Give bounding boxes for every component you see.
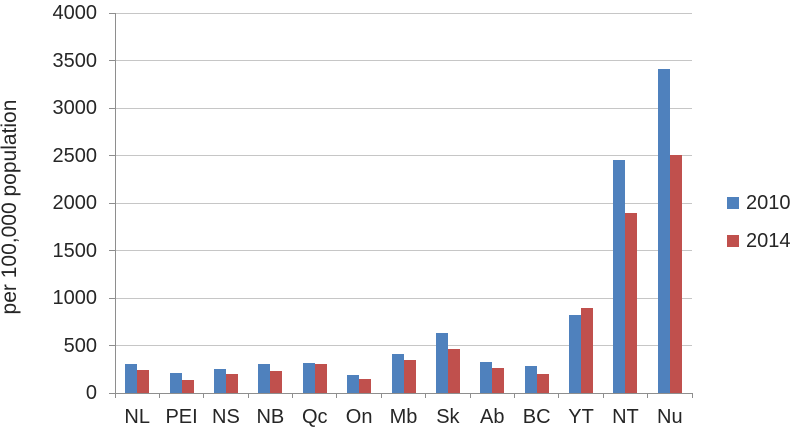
x-tick-label-NL: NL xyxy=(124,406,150,428)
gridline-2500 xyxy=(115,155,692,156)
y-tick-mark-1500 xyxy=(109,250,115,251)
x-tick-label-Nu: Nu xyxy=(657,406,683,428)
gridline-500 xyxy=(115,345,692,346)
x-tick-mark-0 xyxy=(114,393,116,398)
x-tick-label-On: On xyxy=(345,406,373,428)
x-tick-label-BC: BC xyxy=(522,406,551,428)
gridline-2000 xyxy=(115,202,692,204)
bar-2010-Nu xyxy=(658,69,670,393)
legend-label-2014: 2014 xyxy=(746,230,791,252)
y-tick-mark-2000 xyxy=(109,202,115,204)
gridline-3500 xyxy=(115,60,692,61)
y-tick-label-500: 500 xyxy=(63,334,97,357)
bar-2014-BC xyxy=(537,374,549,393)
y-tick-mark-0 xyxy=(109,392,115,394)
legend-item-2014: 2014 xyxy=(727,231,791,251)
x-tick-mark-8 xyxy=(469,393,471,398)
y-tick-label-2500: 2500 xyxy=(52,144,98,167)
bar-2014-NS xyxy=(226,374,238,393)
x-tick-mark-13 xyxy=(691,393,693,398)
x-tick-label-PEI: PEI xyxy=(165,406,198,428)
y-tick-label-2000: 2000 xyxy=(52,192,98,214)
x-tick-mark-5 xyxy=(336,393,338,398)
legend-label-2010: 2010 xyxy=(746,192,791,214)
x-tick-label-NT: NT xyxy=(612,406,639,428)
gridline-1500 xyxy=(115,250,692,251)
bar-2014-Mb xyxy=(404,360,416,393)
y-tick-mark-500 xyxy=(109,345,115,346)
bar-2014-NT xyxy=(625,213,637,393)
y-axis-title: per 100,000 population xyxy=(0,99,21,315)
bar-2014-NL xyxy=(137,370,149,393)
x-tick-mark-4 xyxy=(292,393,294,398)
y-tick-mark-3500 xyxy=(109,60,115,61)
bar-2010-YT xyxy=(569,315,581,393)
x-tick-label-Sk: Sk xyxy=(436,406,460,428)
bar-2014-NB xyxy=(270,371,282,393)
y-tick-label-1000: 1000 xyxy=(52,287,98,309)
x-tick-label-Ab: Ab xyxy=(480,406,505,428)
bar-2010-Qc xyxy=(303,363,315,393)
y-axis-line xyxy=(114,13,116,398)
bar-2010-PEI xyxy=(170,373,182,393)
y-tick-label-1500: 1500 xyxy=(52,239,98,262)
x-tick-mark-12 xyxy=(647,393,649,398)
x-axis-line xyxy=(115,392,692,394)
gridline-1000 xyxy=(115,297,692,299)
y-tick-mark-4000 xyxy=(109,12,115,14)
bar-2010-Sk xyxy=(436,333,448,393)
y-tick-mark-3000 xyxy=(109,107,115,109)
bar-2014-On xyxy=(359,379,371,393)
gridline-3000 xyxy=(115,107,692,109)
bar-2014-PEI xyxy=(182,380,194,393)
y-tick-label-0: 0 xyxy=(85,382,97,404)
bar-2014-Sk xyxy=(448,349,460,393)
y-tick-label-4000: 4000 xyxy=(52,2,98,24)
x-tick-mark-2 xyxy=(203,393,205,398)
x-tick-mark-9 xyxy=(513,393,515,398)
x-tick-label-NS: NS xyxy=(212,406,240,428)
x-tick-label-YT: YT xyxy=(568,406,594,428)
bar-2014-Nu xyxy=(670,155,682,393)
gridline-4000 xyxy=(115,12,692,14)
legend-swatch-2014 xyxy=(727,235,739,247)
bar-2010-Ab xyxy=(480,362,492,393)
x-tick-label-Qc: Qc xyxy=(301,406,328,428)
x-tick-mark-7 xyxy=(425,393,427,398)
bar-2010-Mb xyxy=(392,354,404,393)
x-tick-mark-6 xyxy=(380,393,382,398)
bar-2014-YT xyxy=(581,308,593,393)
x-tick-mark-1 xyxy=(158,393,160,398)
bar-2014-Qc xyxy=(315,364,327,393)
y-tick-label-3000: 3000 xyxy=(52,97,98,119)
x-tick-mark-10 xyxy=(558,393,560,398)
bar-2010-NS xyxy=(214,369,226,393)
legend-item-2010: 2010 xyxy=(727,193,791,213)
bar-2010-BC xyxy=(525,366,537,393)
x-tick-mark-3 xyxy=(247,393,249,398)
bar-2010-NT xyxy=(613,160,625,393)
bar-2010-On xyxy=(347,375,359,393)
bar-2014-Ab xyxy=(492,368,504,393)
x-tick-label-Mb: Mb xyxy=(389,406,418,428)
y-tick-label-3500: 3500 xyxy=(52,49,98,72)
bar-2010-NL xyxy=(125,364,137,393)
legend-swatch-2010 xyxy=(727,197,739,209)
bar-2010-NB xyxy=(258,364,270,393)
x-tick-label-NB: NB xyxy=(256,406,285,428)
y-tick-mark-2500 xyxy=(109,155,115,156)
x-tick-mark-11 xyxy=(602,393,604,398)
y-tick-mark-1000 xyxy=(109,297,115,299)
